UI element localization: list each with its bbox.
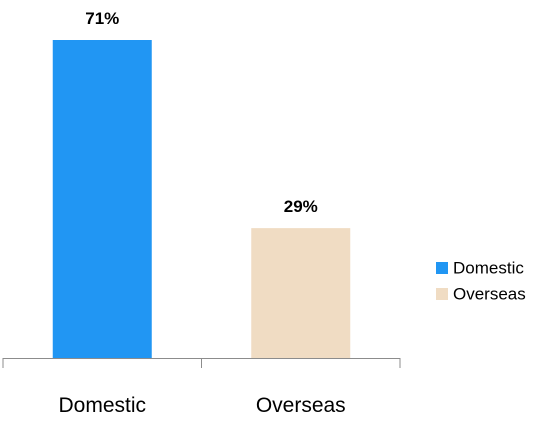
bar-domestic (52, 40, 152, 358)
data-labels-group: 71% 29% (85, 9, 318, 216)
bars-group (52, 40, 351, 358)
x-tick-labels: Domestic Overseas (58, 394, 345, 417)
bar-overseas (251, 228, 351, 358)
data-label-overseas: 29% (284, 197, 318, 216)
legend-swatch-domestic (436, 262, 448, 274)
legend-swatch-overseas (436, 288, 448, 300)
data-label-domestic: 71% (85, 9, 119, 28)
legend-label-overseas: Overseas (453, 285, 526, 304)
x-tick-label-domestic: Domestic (58, 394, 146, 417)
legend-label-domestic: Domestic (453, 259, 524, 278)
legend: Domestic Overseas (436, 259, 526, 304)
x-axis-ticks (2, 358, 401, 368)
x-tick-label-overseas: Overseas (256, 394, 346, 417)
